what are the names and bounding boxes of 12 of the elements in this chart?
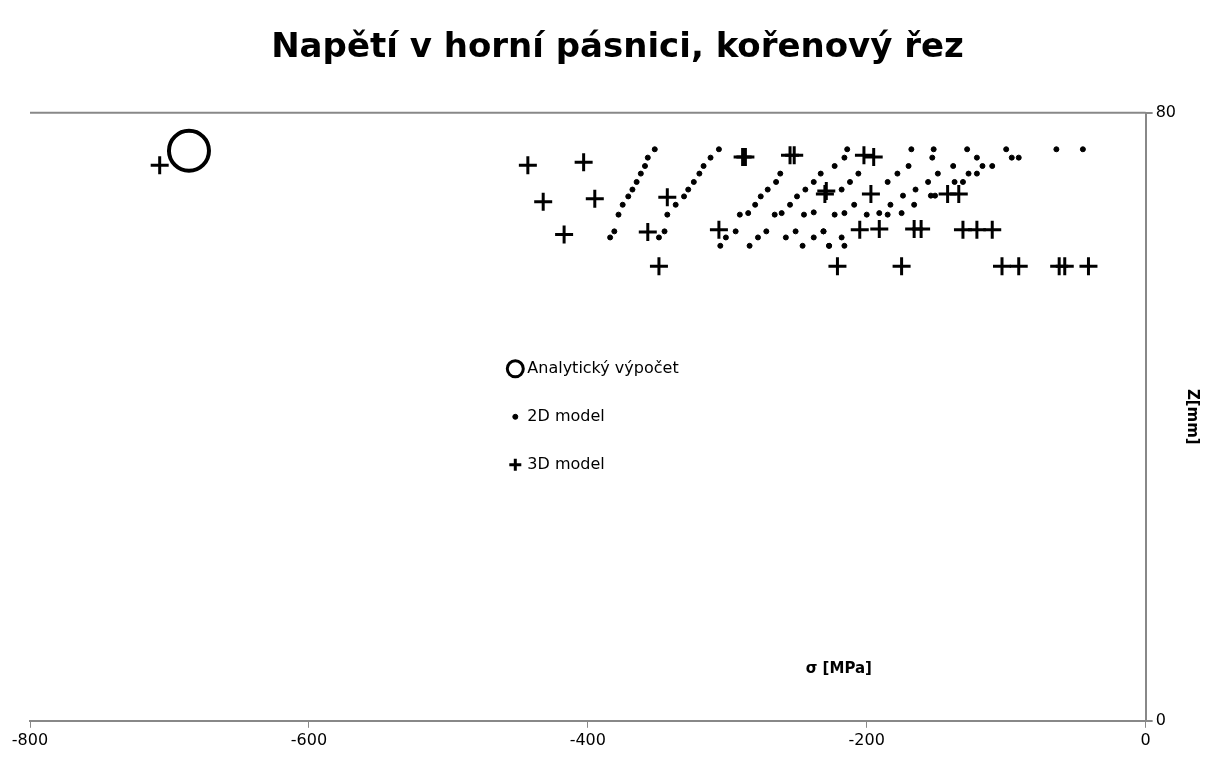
y-axis-title: Z[mm] xyxy=(1184,388,1203,445)
x-tick-label: -800 xyxy=(11,729,49,749)
y-tick-label: 80 xyxy=(1155,101,1176,121)
x-tick-label: 0 xyxy=(1140,729,1151,749)
x-tick-label: -400 xyxy=(569,729,606,749)
legend-label: 3D model xyxy=(527,453,605,473)
legend-label: Analytický výpočet xyxy=(527,357,679,377)
legend-label: 2D model xyxy=(527,405,605,425)
x-tick-label: -200 xyxy=(848,729,885,749)
chart-title: Napětí v horní pásnici, kořenový řez xyxy=(271,25,964,66)
x-tick-label: -600 xyxy=(290,729,328,749)
x-axis-title: σ [MPa] xyxy=(805,659,872,678)
